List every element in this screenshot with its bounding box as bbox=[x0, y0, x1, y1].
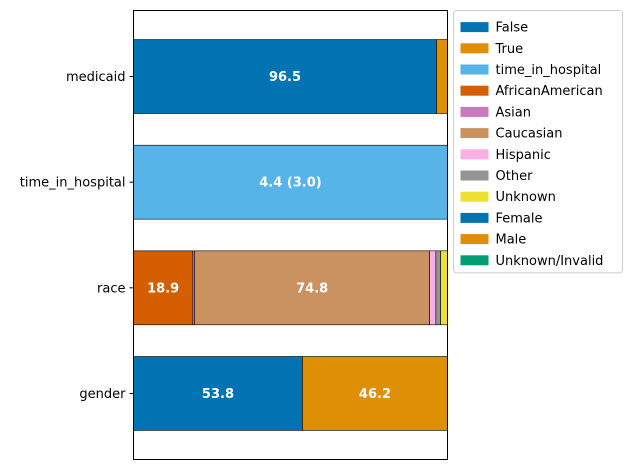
bar-segment-race-3 bbox=[429, 250, 437, 326]
legend-label-2: time_in_hospital bbox=[496, 63, 602, 78]
y-tick-label-gender: gender bbox=[79, 387, 126, 402]
legend-frame bbox=[453, 10, 623, 274]
data-label-gender-1: 46.2 bbox=[359, 387, 391, 402]
legend-swatch-4 bbox=[460, 106, 489, 117]
legend-label-7: Other bbox=[496, 169, 534, 184]
legend-label-3: AfricanAmerican bbox=[496, 84, 603, 99]
legend-label-6: Hispanic bbox=[496, 148, 551, 163]
bar-segment-race-5 bbox=[440, 250, 448, 326]
legend-swatch-10 bbox=[460, 234, 489, 245]
y-tick-label-medicaid: medicaid bbox=[66, 70, 126, 85]
data-label-gender-0: 53.8 bbox=[202, 387, 234, 402]
legend-swatch-8 bbox=[460, 191, 489, 202]
bar-segment-gender-0 bbox=[133, 356, 303, 431]
legend-swatch-1 bbox=[460, 43, 489, 54]
legend-label-8: Unknown bbox=[496, 190, 556, 205]
bar-segment-race-4 bbox=[435, 250, 441, 326]
plot-frame bbox=[133, 10, 448, 460]
legend-label-1: True bbox=[495, 42, 524, 57]
y-tick-label-race: race bbox=[97, 281, 125, 296]
legend-swatch-5 bbox=[460, 128, 489, 139]
data-label-race-0: 18.9 bbox=[147, 281, 179, 296]
data-label-race-2: 74.8 bbox=[296, 281, 328, 296]
bar-segment-medicaid-1 bbox=[436, 39, 448, 114]
data-label-time_in_hospital-0: 4.4 (3.0) bbox=[259, 176, 321, 191]
legend-label-11: Unknown/Invalid bbox=[496, 254, 604, 269]
legend-swatch-7 bbox=[460, 170, 489, 181]
legend-label-9: Female bbox=[496, 211, 543, 226]
legend-swatch-11 bbox=[460, 255, 489, 266]
legend-swatch-3 bbox=[460, 85, 489, 96]
bars-layer: 96.5 4.4 (3.0) 18.9 74.8 53.8 46.2 bbox=[133, 39, 448, 431]
y-tick-label-time_in_hospital: time_in_hospital bbox=[20, 176, 126, 191]
legend-label-0: False bbox=[496, 21, 529, 36]
legend-swatch-6 bbox=[460, 149, 489, 160]
legend-label-4: Asian bbox=[496, 105, 531, 120]
bar-segment-race-2 bbox=[194, 250, 430, 326]
legend-swatch-0 bbox=[460, 22, 489, 33]
legend-label-5: Caucasian bbox=[496, 127, 563, 142]
legend-label-10: Male bbox=[496, 233, 527, 248]
legend-swatch-2 bbox=[460, 64, 489, 75]
bar-segment-gender-1 bbox=[302, 356, 448, 431]
legend: False True time_in_hospital AfricanAmerican… bbox=[453, 10, 623, 274]
bar-segment-race-0 bbox=[133, 250, 194, 326]
data-label-medicaid-0: 96.5 bbox=[269, 70, 301, 85]
bar-segment-medicaid-0 bbox=[133, 39, 437, 114]
bar-segment-time_in_hospital-0 bbox=[133, 144, 448, 220]
legend-swatch-9 bbox=[460, 212, 489, 223]
